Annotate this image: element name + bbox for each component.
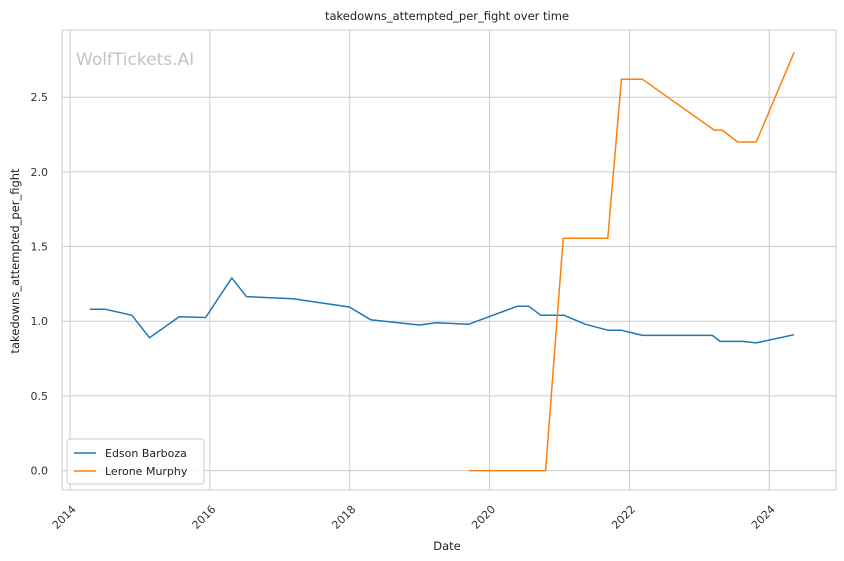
- x-axis-label: Date: [433, 539, 461, 553]
- y-tick-label: 2.5: [31, 91, 49, 104]
- y-tick-label: 0.5: [31, 390, 49, 403]
- series-line-1: [468, 52, 795, 472]
- chart-title: takedowns_attempted_per_fight over time: [325, 9, 569, 23]
- watermark: WolfTickets.AI: [76, 50, 194, 70]
- legend-entry-1: Lerone Murphy: [105, 465, 188, 478]
- grid: [62, 30, 836, 490]
- y-axis-label: takedowns_attempted_per_fight: [8, 168, 22, 354]
- series-line-0: [90, 277, 795, 344]
- y-tick-label: 1.5: [31, 241, 49, 254]
- y-tick-label: 2.0: [31, 166, 49, 179]
- y-tick-label: 1.0: [31, 315, 49, 328]
- legend: Edson Barboza Lerone Murphy: [66, 438, 205, 485]
- legend-entry-0: Edson Barboza: [105, 447, 187, 460]
- legend-box: [66, 438, 205, 485]
- plot-frame: [61, 29, 837, 491]
- y-axis-ticks: 0.0 0.5 1.0 1.5 2.0 2.5: [31, 91, 49, 477]
- series-layer: [90, 52, 795, 472]
- y-tick-label: 0.0: [31, 465, 49, 478]
